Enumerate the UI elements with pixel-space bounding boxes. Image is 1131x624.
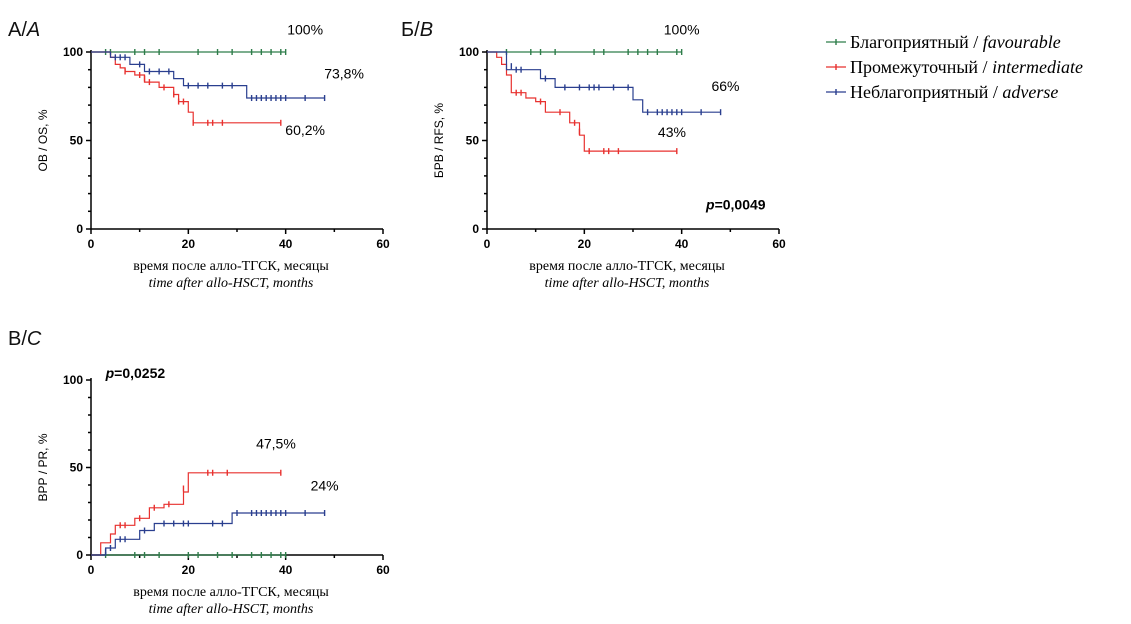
x-axis-label-en: time after allo-HSCT, months — [545, 276, 710, 291]
data-label: 100% — [664, 21, 700, 37]
panel-label: Б/B — [401, 19, 433, 41]
chart-panel-1: А/A 0 50 100 0 20 40 60 ОВ / OS, % время после ал… — [8, 19, 390, 291]
legend-entry: Благоприятный / favourable — [850, 32, 1061, 52]
x-tick-label: 20 — [578, 237, 592, 251]
legend-entry-ru: Неблагоприятный / — [850, 82, 1002, 102]
chart-panel-2: Б/B 0 50 100 0 20 40 60 БРВ / RFS, % время после … — [401, 19, 786, 291]
data-label: 24% — [311, 477, 339, 493]
legend-entry-en: favourable — [983, 32, 1061, 52]
x-axis-label-en: time after allo-HSCT, months — [149, 602, 314, 617]
p-value-number: =0,0049 — [715, 196, 766, 212]
legend-entry-ru: Благоприятный / — [850, 32, 983, 52]
y-tick-label: 0 — [76, 222, 83, 236]
x-tick-label: 0 — [88, 563, 95, 577]
data-label: 60,2% — [285, 122, 325, 138]
legend-entry-ru: Промежуточный / — [850, 57, 992, 77]
y-axis-label: ВРР / PR, % — [36, 433, 50, 501]
p-value-symbol: p — [705, 196, 715, 212]
chart-panel-3: В/C 0 50 100 0 20 40 60 ВРР / PR, % время после а… — [8, 328, 390, 617]
legend-entry: Неблагоприятный / adverse — [850, 82, 1058, 102]
panel-label-letter: А/ — [8, 19, 27, 41]
x-tick-label: 60 — [772, 237, 786, 251]
km-curve-series-2 — [91, 472, 281, 556]
panel-label: А/A — [8, 19, 40, 41]
panel-label-italic-letter: C — [27, 328, 42, 350]
y-tick-label: 100 — [63, 45, 83, 59]
km-curve-series-3 — [91, 51, 325, 99]
data-label: 100% — [287, 21, 323, 37]
y-tick-label: 50 — [466, 134, 480, 148]
km-curve-series-2 — [91, 51, 281, 124]
x-tick-label: 40 — [675, 237, 689, 251]
panel-label-letter: В/ — [8, 328, 27, 350]
km-curve-series-3 — [487, 51, 721, 113]
y-tick-label: 50 — [70, 461, 84, 475]
legend-entry-en: adverse — [1002, 82, 1058, 102]
data-label: 66% — [711, 78, 739, 94]
km-curve-series-3 — [91, 512, 325, 556]
p-value-label: p=0,0252 — [105, 365, 166, 381]
x-tick-label: 0 — [88, 237, 95, 251]
x-tick-label: 40 — [279, 237, 293, 251]
x-axis-label-en: time after allo-HSCT, months — [149, 276, 314, 291]
y-tick-label: 100 — [63, 373, 83, 387]
y-tick-label: 100 — [459, 45, 479, 59]
x-axis-label-ru: время после алло-ТГСК, месяцы — [133, 585, 329, 600]
p-value-symbol: p — [105, 365, 115, 381]
x-tick-label: 60 — [376, 563, 390, 577]
x-tick-label: 60 — [376, 237, 390, 251]
x-axis-label-ru: время после алло-ТГСК, месяцы — [133, 259, 329, 274]
km-curve-series-2 — [487, 51, 677, 152]
panel-label-italic-letter: A — [26, 19, 40, 41]
x-tick-label: 20 — [182, 563, 196, 577]
panel-label: В/C — [8, 328, 42, 350]
data-label: 43% — [658, 124, 686, 140]
y-axis-label: ОВ / OS, % — [36, 109, 50, 171]
p-value-number: =0,0252 — [114, 365, 165, 381]
data-label: 73,8% — [324, 66, 364, 82]
legend: Благоприятный / favourable Промежуточный … — [826, 32, 1083, 102]
y-tick-label: 50 — [70, 134, 84, 148]
y-tick-label: 0 — [76, 548, 83, 562]
data-label: 47,5% — [256, 435, 296, 451]
y-tick-label: 0 — [472, 222, 479, 236]
x-tick-label: 20 — [182, 237, 196, 251]
x-axis-label-ru: время после алло-ТГСК, месяцы — [529, 259, 725, 274]
panel-label-italic-letter: B — [420, 19, 433, 41]
y-axis-label: БРВ / RFS, % — [432, 103, 446, 179]
x-tick-label: 40 — [279, 563, 293, 577]
x-tick-label: 0 — [484, 237, 491, 251]
legend-entry: Промежуточный / intermediate — [850, 57, 1083, 77]
legend-entry-en: intermediate — [992, 57, 1083, 77]
panel-label-letter: Б/ — [401, 19, 420, 41]
p-value-label: p=0,0049 — [705, 196, 766, 212]
